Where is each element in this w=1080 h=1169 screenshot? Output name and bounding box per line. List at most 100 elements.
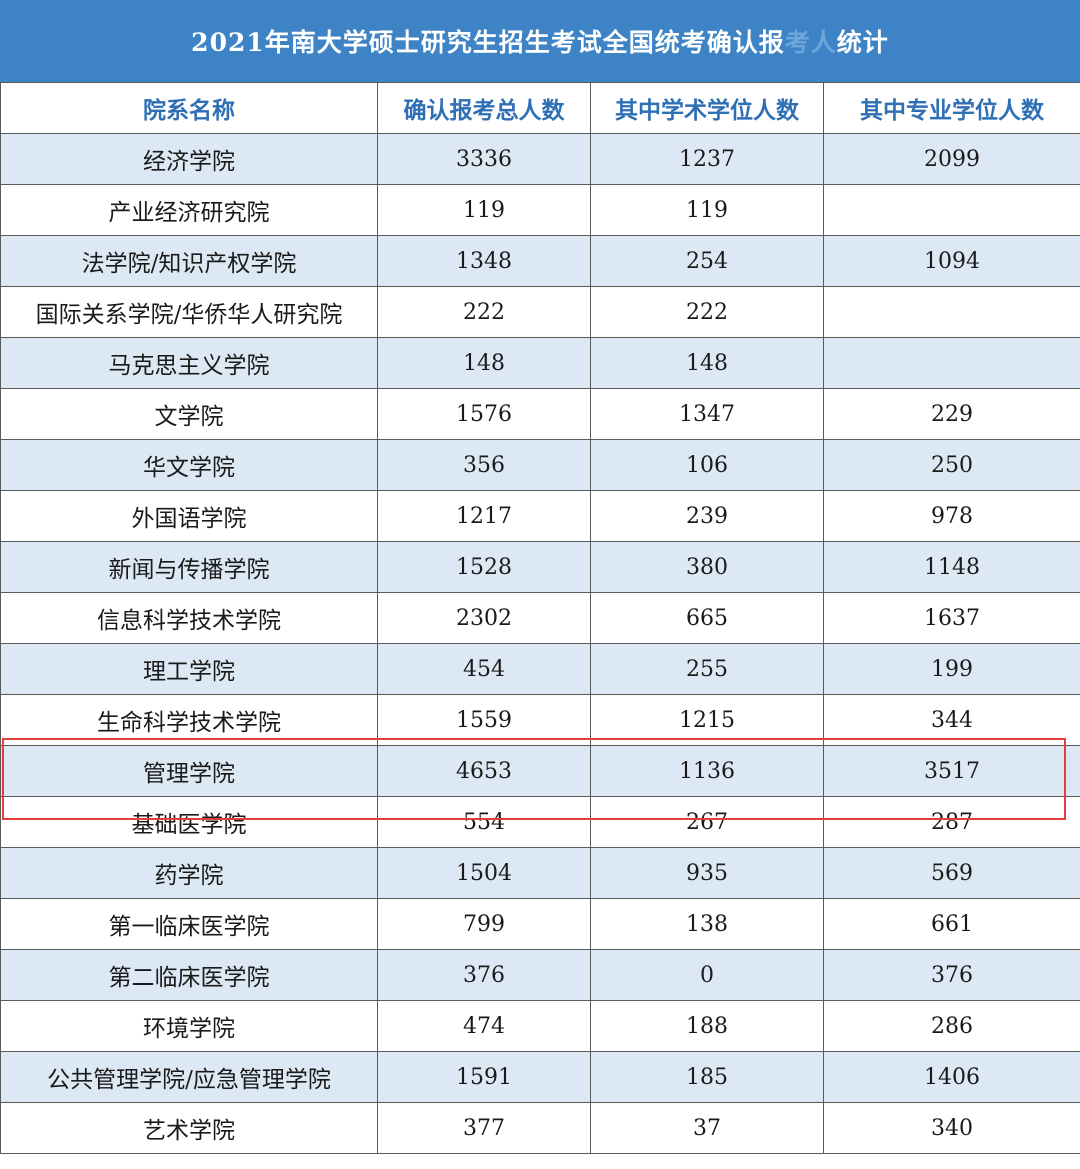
enrollment-table: 院系名称 确认报考总人数 其中学术学位人数 其中专业学位人数 经济学院 3336 1…: [0, 82, 1080, 1154]
cell-academic: 267: [590, 796, 824, 848]
cell-total: 377: [377, 1102, 591, 1154]
cell-dept: 理工学院: [0, 643, 378, 695]
cell-dept: 管理学院: [0, 745, 378, 797]
cell-professional: 344: [823, 694, 1080, 746]
table-row: 第一临床医学院 799 138 661: [0, 898, 1080, 950]
cell-professional: 376: [823, 949, 1080, 1001]
table-row: 法学院/知识产权学院 1348 254 1094: [0, 235, 1080, 287]
cell-academic: 0: [590, 949, 824, 1001]
cell-professional: 3517: [823, 745, 1080, 797]
table-row: 第二临床医学院 376 0 376: [0, 949, 1080, 1001]
cell-professional: 340: [823, 1102, 1080, 1154]
cell-professional: 569: [823, 847, 1080, 899]
cell-total: 474: [377, 1000, 591, 1052]
cell-total: 3336: [377, 133, 591, 185]
title-middle: 南大学硕士研究生招生考试全国统考确认报: [290, 28, 785, 57]
cell-professional: 1094: [823, 235, 1080, 287]
table-body: 经济学院 3336 1237 2099 产业经济研究院 119 119 法学院/知识产权学院 1…: [0, 133, 1080, 1154]
cell-academic: 255: [590, 643, 824, 695]
header-professional: 其中专业学位人数: [823, 82, 1080, 134]
cell-professional: 287: [823, 796, 1080, 848]
cell-total: 1576: [377, 388, 591, 440]
cell-academic: 119: [590, 184, 824, 236]
cell-total: 554: [377, 796, 591, 848]
table-row: 药学院 1504 935 569: [0, 847, 1080, 899]
table-row: 外国语学院 1217 239 978: [0, 490, 1080, 542]
cell-dept: 基础医学院: [0, 796, 378, 848]
header-academic: 其中学术学位人数: [590, 82, 824, 134]
table-row: 艺术学院 377 37 340: [0, 1102, 1080, 1154]
cell-academic: 148: [590, 337, 824, 389]
table-row: 信息科学技术学院 2302 665 1637: [0, 592, 1080, 644]
cell-total: 1528: [377, 541, 591, 593]
cell-total: 148: [377, 337, 591, 389]
header-dept: 院系名称: [0, 82, 378, 134]
cell-total: 799: [377, 898, 591, 950]
cell-dept: 公共管理学院/应急管理学院: [0, 1051, 378, 1103]
cell-total: 4653: [377, 745, 591, 797]
cell-academic: 665: [590, 592, 824, 644]
cell-academic: 138: [590, 898, 824, 950]
cell-total: 1591: [377, 1051, 591, 1103]
cell-academic: 106: [590, 439, 824, 491]
cell-total: 1348: [377, 235, 591, 287]
cell-dept: 经济学院: [0, 133, 378, 185]
header-total: 确认报考总人数: [377, 82, 591, 134]
cell-academic: 1237: [590, 133, 824, 185]
table-row: 华文学院 356 106 250: [0, 439, 1080, 491]
table-row: 产业经济研究院 119 119: [0, 184, 1080, 236]
cell-dept: 外国语学院: [0, 490, 378, 542]
cell-professional: [823, 286, 1080, 338]
table-title: 2021年 南大学硕士研究生招生考试全国统考确认报 考人 统计: [0, 0, 1080, 82]
cell-dept: 艺术学院: [0, 1102, 378, 1154]
cell-total: 1504: [377, 847, 591, 899]
cell-academic: 1347: [590, 388, 824, 440]
cell-total: 1217: [377, 490, 591, 542]
cell-professional: 2099: [823, 133, 1080, 185]
cell-dept: 生命科学技术学院: [0, 694, 378, 746]
table-row: 基础医学院 554 267 287: [0, 796, 1080, 848]
title-prefix: 2021年: [191, 28, 291, 57]
cell-professional: 1406: [823, 1051, 1080, 1103]
cell-academic: 935: [590, 847, 824, 899]
cell-dept: 药学院: [0, 847, 378, 899]
cell-dept: 马克思主义学院: [0, 337, 378, 389]
cell-professional: 250: [823, 439, 1080, 491]
cell-academic: 188: [590, 1000, 824, 1052]
cell-academic: 222: [590, 286, 824, 338]
table-row: 理工学院 454 255 199: [0, 643, 1080, 695]
table-row: 马克思主义学院 148 148: [0, 337, 1080, 389]
header-row: 院系名称 确认报考总人数 其中学术学位人数 其中专业学位人数: [0, 82, 1080, 134]
table-row: 国际关系学院/华侨华人研究院 222 222: [0, 286, 1080, 338]
cell-total: 222: [377, 286, 591, 338]
cell-dept: 第二临床医学院: [0, 949, 378, 1001]
cell-total: 376: [377, 949, 591, 1001]
cell-academic: 185: [590, 1051, 824, 1103]
cell-dept: 产业经济研究院: [0, 184, 378, 236]
title-obscured-2: 考人: [784, 23, 837, 59]
cell-academic: 254: [590, 235, 824, 287]
cell-professional: 229: [823, 388, 1080, 440]
cell-professional: 1148: [823, 541, 1080, 593]
cell-dept: 法学院/知识产权学院: [0, 235, 378, 287]
cell-dept: 第一临床医学院: [0, 898, 378, 950]
cell-professional: 286: [823, 1000, 1080, 1052]
title-suffix: 统计: [836, 28, 889, 57]
cell-academic: 380: [590, 541, 824, 593]
cell-academic: 1136: [590, 745, 824, 797]
cell-professional: 978: [823, 490, 1080, 542]
table-row: 经济学院 3336 1237 2099: [0, 133, 1080, 185]
table-row: 环境学院 474 188 286: [0, 1000, 1080, 1052]
cell-total: 2302: [377, 592, 591, 644]
table-row: 公共管理学院/应急管理学院 1591 185 1406: [0, 1051, 1080, 1103]
cell-total: 454: [377, 643, 591, 695]
cell-total: 119: [377, 184, 591, 236]
table-row: 新闻与传播学院 1528 380 1148: [0, 541, 1080, 593]
table-row: 文学院 1576 1347 229: [0, 388, 1080, 440]
cell-academic: 37: [590, 1102, 824, 1154]
cell-academic: 239: [590, 490, 824, 542]
cell-dept: 文学院: [0, 388, 378, 440]
cell-dept: 国际关系学院/华侨华人研究院: [0, 286, 378, 338]
cell-total: 356: [377, 439, 591, 491]
cell-dept: 信息科学技术学院: [0, 592, 378, 644]
